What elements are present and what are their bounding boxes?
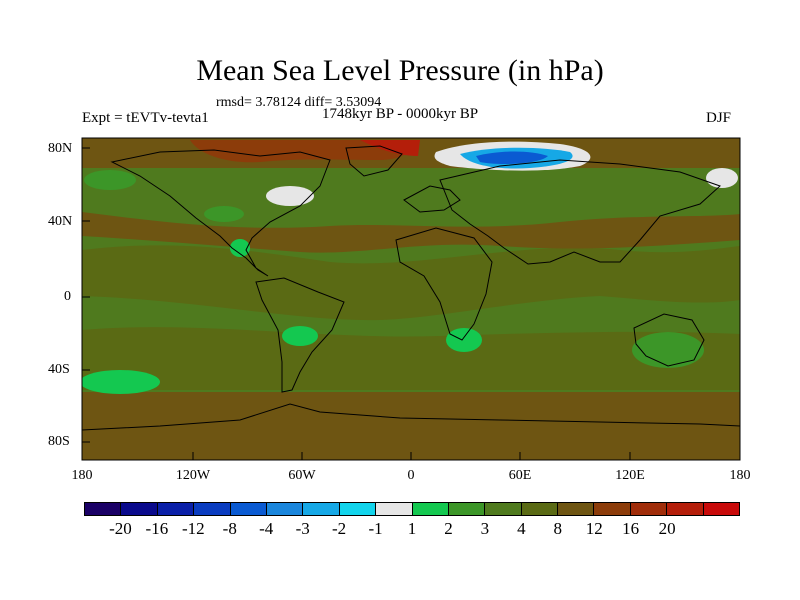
lat-label: 40N (48, 214, 73, 229)
colorbar-label: 4 (517, 519, 526, 538)
coast-europe (403, 185, 461, 213)
lon-label: 0 (407, 468, 415, 483)
field-low-np (84, 170, 136, 190)
coastlines (82, 145, 740, 431)
colorbar-cell (230, 503, 267, 515)
lat-label: 0 (64, 289, 71, 304)
coast-greenland (345, 145, 403, 177)
colorbar-cell (157, 503, 195, 515)
field-low-brazil (282, 326, 318, 346)
coast-asia (439, 159, 721, 265)
colorbar-label: 8 (553, 519, 563, 538)
field-greenland-high (190, 140, 413, 163)
colorbar-label: 3 (480, 519, 490, 538)
colorbar-cell (339, 503, 377, 515)
colorbar-cell (485, 503, 522, 515)
coast-south-america (255, 277, 345, 393)
lat-label: 80S (48, 434, 70, 449)
lon-label: 120W (175, 468, 211, 483)
lon-label: 120E (615, 468, 645, 483)
colorbar-label: -2 (332, 519, 347, 538)
period-label: 1748kyr BP - 0000kyr BP (322, 106, 479, 122)
experiment-label: Expt = tEVTv-tevta1 (82, 110, 209, 126)
field-low-australia (632, 332, 704, 368)
colorbar-label: 1 (407, 519, 417, 538)
colorbar-label: 2 (444, 519, 453, 538)
colorbar-cell (630, 503, 668, 515)
colorbar-label: 12 (585, 519, 603, 538)
field-tropics (82, 245, 740, 321)
axis-ticks (82, 147, 631, 460)
colorbar-cell (558, 503, 595, 515)
colorbar-label: 20 (658, 519, 676, 538)
colorbar-cell (303, 503, 340, 515)
lat-label: 80N (48, 141, 73, 156)
colorbar-cell (703, 503, 740, 515)
field-hudson-low (266, 186, 314, 206)
colorbar-cell (376, 503, 413, 515)
colorbar-label: 16 (622, 519, 640, 538)
colorbar-cell (194, 503, 231, 515)
colorbar-cell (521, 503, 559, 515)
field-south (82, 327, 740, 390)
stats-text: rmsd= 3.78124 diff= 3.53094 (216, 95, 382, 110)
field-southern-ocean (82, 392, 740, 460)
lon-label: 180 (729, 468, 751, 483)
colorbar-label: -4 (259, 519, 274, 538)
coast-antarctica (82, 403, 740, 431)
lon-label: 60W (288, 468, 316, 483)
field-low-bering (706, 168, 738, 188)
lon-label: 180 (71, 468, 93, 483)
colorbar-cell (121, 503, 158, 515)
colorbar-cell (594, 503, 631, 515)
coast-north-america (110, 149, 331, 277)
field-low-safrica (446, 328, 482, 352)
colorbar-label: -3 (295, 519, 310, 538)
colorbar-cell (85, 503, 122, 515)
colorbar-label: -12 (181, 519, 205, 538)
colorbar-cell (667, 503, 704, 515)
colorbar-cell (412, 503, 449, 515)
field-low-pacific (204, 206, 244, 222)
lon-label: 60E (508, 468, 532, 483)
field-greenland-peak (360, 140, 420, 156)
colorbar-label: -8 (222, 519, 237, 538)
map-field (82, 138, 740, 460)
chart-title: Mean Sea Level Pressure (in hPa) (196, 54, 604, 87)
colorbar-cell (448, 503, 486, 515)
season-label: DJF (706, 110, 732, 126)
field-low-mexico (230, 239, 250, 257)
field-low-south-pacific (82, 370, 160, 394)
colorbar-label: -20 (109, 519, 132, 538)
colorbar (84, 502, 740, 516)
colorbar-label: -1 (368, 519, 383, 538)
coast-africa (395, 227, 493, 341)
colorbar-label: -16 (145, 519, 169, 538)
coast-australia (633, 313, 705, 367)
field-siberian-core (476, 151, 548, 164)
lat-label: 40S (48, 362, 70, 377)
colorbar-cell (266, 503, 304, 515)
